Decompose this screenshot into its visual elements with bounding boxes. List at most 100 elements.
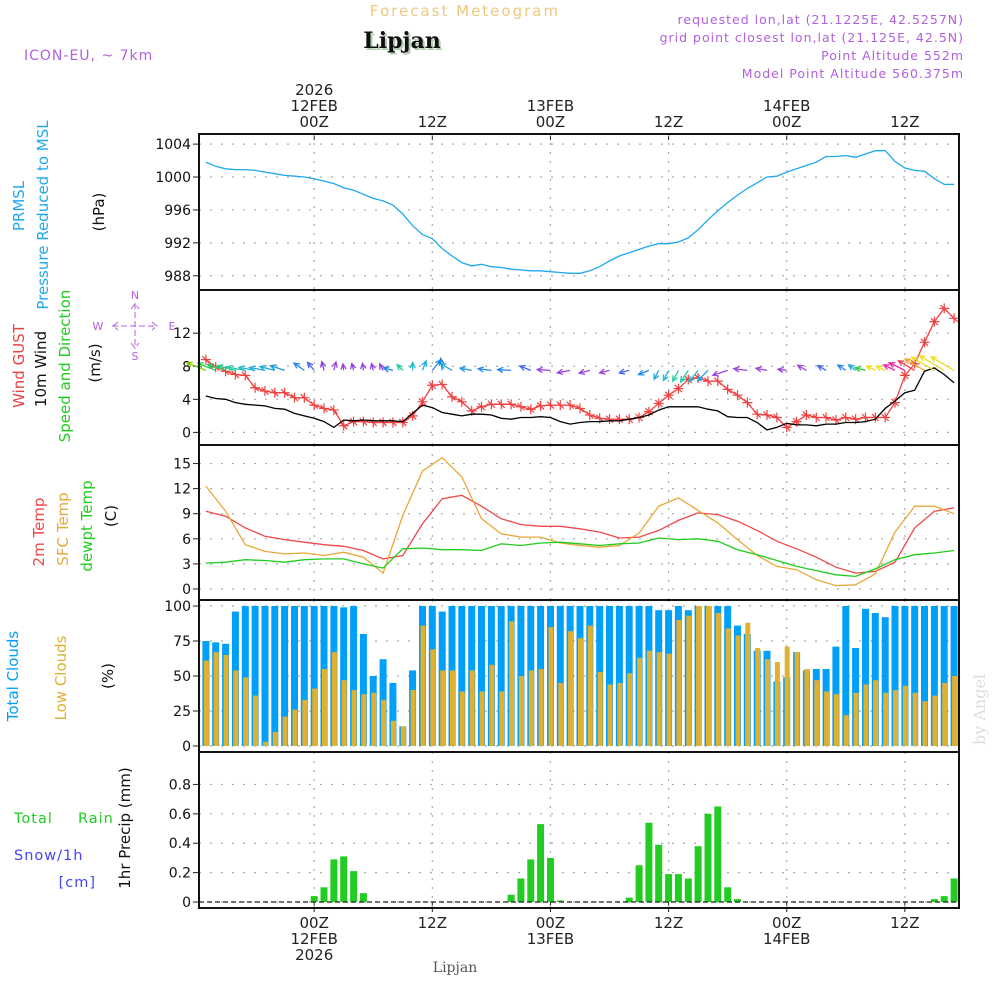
panel-frame (198, 444, 960, 601)
total-cloud-bar (310, 606, 318, 746)
panel-frame (198, 289, 960, 446)
total-cloud-bar (359, 634, 367, 746)
location-title-shadow: Lipjan (365, 30, 442, 56)
wind-direction-arrow (458, 365, 472, 373)
top-time-label: 12Z (654, 113, 683, 131)
total-cloud-bar (871, 613, 879, 746)
low-cloud-bar (853, 692, 859, 746)
low-cloud-bar (390, 720, 396, 746)
top-time-label: 2026 (295, 81, 333, 99)
low-cloud-bar (381, 699, 387, 746)
top-time-label: 12Z (890, 113, 919, 131)
gust-marker (397, 417, 408, 428)
low-cloud-bar (607, 684, 613, 746)
low-cloud-bar (322, 669, 327, 746)
low-cloud-bar (420, 625, 426, 746)
series-2m-temp (205, 494, 955, 574)
gust-marker (378, 417, 389, 428)
precip-bar (556, 900, 564, 902)
low-cloud-bar (331, 652, 337, 746)
low-cloud-bar (568, 631, 574, 746)
wind-direction-arrow (637, 369, 650, 376)
precip-bar (665, 874, 673, 902)
gust-marker (742, 397, 753, 408)
compass-w: W (93, 320, 104, 333)
total-cloud-bar (300, 606, 308, 746)
total-cloud-bar (921, 606, 928, 746)
precip-bar (684, 878, 692, 902)
gust-marker (830, 414, 841, 425)
wind-direction-arrow (349, 361, 357, 371)
precip-bar (734, 899, 741, 902)
wind-direction-arrow (248, 365, 266, 372)
low-cloud-bar (410, 690, 416, 746)
bottom-time-label: 12Z (890, 914, 919, 932)
gust-marker (919, 337, 930, 348)
gust-marker (565, 400, 576, 411)
low-cloud-bar (272, 732, 278, 746)
low-cloud-bar (430, 649, 436, 746)
low-cloud-bar (715, 613, 721, 746)
low-cloud-bar (243, 677, 249, 746)
low-cloud-bar (627, 673, 633, 746)
total-cloud-bar (615, 606, 623, 746)
panels: 9889929961000100404812036912150255075100… (155, 133, 960, 911)
low-cloud-bar (893, 690, 898, 746)
total-cloud-bar (606, 606, 613, 746)
low-cloud-bar (213, 652, 219, 746)
total-cloud-bar (458, 606, 466, 746)
low-cloud-bar (656, 652, 662, 746)
y-tick-label: 0 (182, 739, 191, 755)
low-cloud-bar (233, 670, 239, 746)
total-cloud-bar (251, 606, 259, 746)
wind-direction-arrow (598, 368, 610, 375)
low-cloud-bar (833, 694, 839, 746)
total-cloud-bar (930, 606, 938, 746)
gust-marker (821, 412, 832, 423)
wind-direction-arrow (196, 362, 216, 371)
pressure-label-prmsl: PRMSL (10, 180, 28, 231)
precip-bar (350, 871, 358, 902)
gust-marker (496, 399, 507, 410)
gust-marker (811, 412, 822, 423)
wind-direction-arrow (816, 364, 827, 371)
wind-direction-arrow (535, 366, 551, 374)
model-label: ICON-EU, ~ 7km (24, 48, 153, 64)
watermark: by Angel (970, 674, 989, 745)
low-cloud-bar (597, 671, 603, 746)
temp-sfc-label: SFC Temp (54, 492, 72, 565)
low-cloud-bar (548, 627, 554, 746)
gust-marker (437, 379, 448, 390)
series-dewpt-temp (205, 537, 955, 578)
compass-s: S (132, 350, 139, 363)
y-tick-label: 0.8 (169, 777, 191, 793)
precip-bar (940, 896, 948, 902)
footer-location: Lipjan (433, 960, 477, 976)
gust-marker (545, 400, 556, 411)
precip-bar (340, 856, 348, 902)
y-tick-label: 15 (173, 457, 191, 473)
gust-marker (259, 386, 270, 397)
low-cloud-bar (469, 670, 475, 746)
low-cloud-bar (400, 726, 406, 746)
low-cloud-bar (902, 685, 908, 746)
precip-bar (310, 896, 318, 902)
wind-direction-arrow (696, 369, 709, 382)
wind-direction-arrow (776, 366, 787, 374)
temp-unit: (C) (102, 505, 120, 527)
gust-marker (309, 400, 320, 411)
precip-bar (930, 899, 938, 902)
point-altitude: Point Altitude 552m (821, 48, 964, 63)
total-clouds-label: Total Clouds (4, 631, 22, 723)
gust-marker (722, 384, 733, 395)
low-cloud-bar (883, 692, 889, 746)
wind-direction-arrow (847, 363, 857, 371)
y-tick-label: 8 (182, 359, 191, 375)
gust-marker (279, 387, 290, 398)
low-cloud-bar (341, 680, 347, 746)
wind-direction-arrow (910, 356, 935, 371)
low-cloud-bar (518, 676, 524, 746)
low-cloud-bar (509, 621, 515, 746)
low-clouds-label: Low Clouds (52, 635, 70, 720)
